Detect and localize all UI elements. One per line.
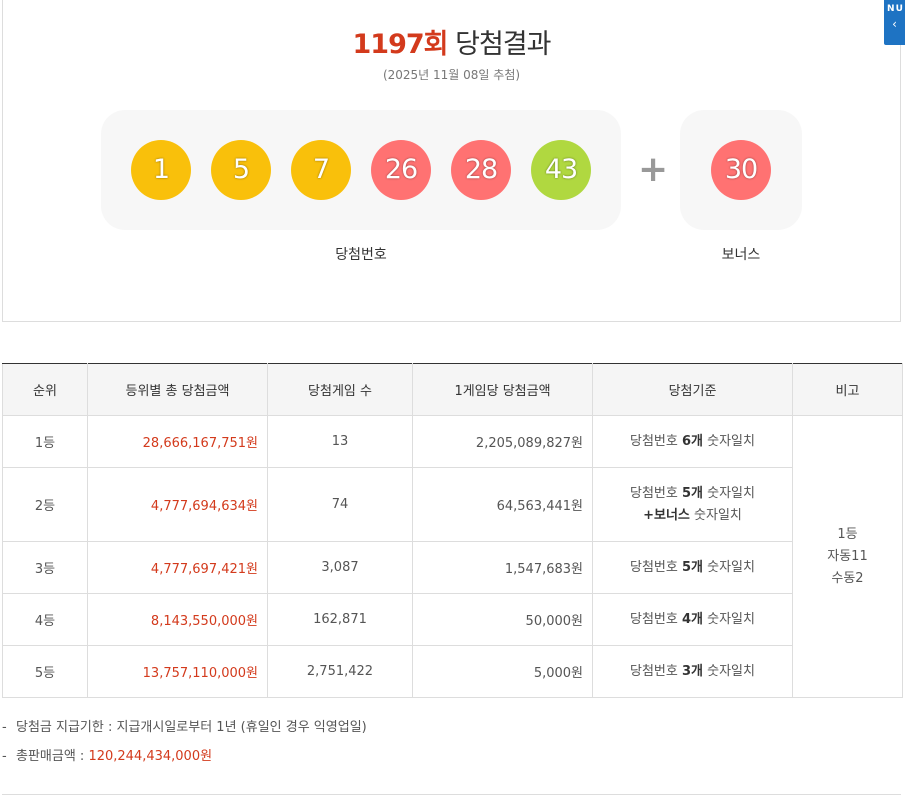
bonus-ball: 30 — [711, 140, 771, 200]
chevron-left-icon: ‹ — [892, 17, 897, 31]
criteria-count: 4개 — [681, 611, 703, 627]
criteria-text: 당첨번호 — [630, 611, 682, 627]
criteria-text: 숫자일치 — [703, 663, 755, 679]
col-header-remark: 비고 — [792, 363, 903, 416]
criteria-count: 5개 — [681, 485, 703, 501]
criteria-text: 숫자일치 — [703, 611, 755, 627]
winning-numbers-label: 당첨번호 — [335, 247, 387, 263]
criteria-count: 5개 — [681, 559, 703, 575]
games-cell: 162,871 — [267, 593, 413, 646]
criteria-text: 당첨번호 — [630, 485, 682, 501]
criteria-cell: 당첨번호 3개 숫자일치 — [592, 645, 793, 698]
draw-date: (2025년 11월 08일 추첨) — [382, 68, 521, 82]
number-ball-2: 5 — [211, 140, 271, 200]
criteria-count: 6개 — [681, 433, 703, 449]
divider — [2, 794, 901, 795]
col-header-per-game: 1게임당 당첨금액 — [412, 363, 593, 416]
bonus-label: 보너스 — [721, 247, 761, 263]
criteria-count: 3개 — [681, 663, 703, 679]
rank-cell: 2등 — [2, 467, 88, 542]
number-ball-3: 7 — [291, 140, 351, 200]
notes-section: - 당첨금 지급기한 : 지급개시일로부터 1년 (휴일인 경우 익영업일) -총… — [2, 718, 367, 776]
payout-deadline-text: 당첨금 지급기한 : 지급개시일로부터 1년 (휴일인 경우 익영업일) — [16, 720, 367, 735]
round-number: 1197회 — [352, 29, 449, 60]
total-prize-cell: 4,777,697,421원 — [87, 541, 268, 594]
games-cell: 3,087 — [267, 541, 413, 594]
per-game-prize-cell: 5,000원 — [412, 645, 593, 698]
criteria-cell: 당첨번호 4개 숫자일치 — [592, 593, 793, 646]
col-header-rank: 순위 — [2, 363, 88, 416]
total-prize-cell: 28,666,167,751원 — [87, 415, 268, 468]
total-prize-cell: 13,757,110,000원 — [87, 645, 268, 698]
total-sales-value: 120,244,434,000원 — [88, 749, 213, 764]
table-row: 5등 13,757,110,000원 2,751,422 5,000원 당첨번호… — [2, 645, 903, 698]
games-cell: 13 — [267, 415, 413, 468]
table-row: 2등 4,777,694,634원 74 64,563,441원 당첨번호 5개… — [2, 467, 903, 542]
total-prize-cell: 4,777,694,634원 — [87, 467, 268, 542]
table-row: 4등 8,143,550,000원 162,871 50,000원 당첨번호 4… — [2, 593, 903, 646]
table-header-row: 순위 등위별 총 당첨금액 당첨게임 수 1게임당 당첨금액 당첨기준 비고 — [2, 363, 903, 416]
criteria-text: 숫자일치 — [703, 433, 755, 449]
plus-icon: + — [638, 149, 669, 190]
total-sales-note: - 총판매금액 : 120,244,434,000원 — [2, 747, 367, 767]
criteria-text: 당첨번호 — [630, 663, 682, 679]
criteria-text: 당첨번호 — [630, 433, 682, 449]
remark-line: 자동11 — [827, 548, 868, 564]
number-ball-1: 1 — [131, 140, 191, 200]
per-game-prize-cell: 1,547,683원 — [412, 541, 593, 594]
table-row: 1등 28,666,167,751원 13 2,205,089,827원 당첨번… — [2, 415, 903, 698]
bullet-dash: - — [2, 720, 7, 735]
rank-cell: 5등 — [2, 645, 88, 698]
rank-cell: 3등 — [2, 541, 88, 594]
draw-result-panel: 1197회 당첨결과 (2025년 11월 08일 추첨) — [2, 0, 901, 322]
criteria-cell: 당첨번호 5개 숫자일치 +보너스 숫자일치 — [592, 467, 793, 542]
rank-cell: 4등 — [2, 593, 88, 646]
criteria-text: 숫자일치 — [703, 485, 755, 501]
criteria-cell: 당첨번호 5개 숫자일치 — [592, 541, 793, 594]
per-game-prize-cell: 64,563,441원 — [412, 467, 593, 542]
per-game-prize-cell: 2,205,089,827원 — [412, 415, 593, 468]
games-cell: 2,751,422 — [267, 645, 413, 698]
criteria-cell: 당첨번호 6개 숫자일치 — [592, 415, 793, 468]
page-title: 1197회 당첨결과 — [3, 22, 900, 61]
side-nav-button[interactable]: N U ‹ — [884, 0, 905, 45]
title-text: 당첨결과 — [455, 29, 551, 60]
criteria-text: 숫자일치 — [689, 507, 742, 523]
criteria-bonus: +보너스 — [643, 507, 690, 523]
remark-cell: 1등 자동11 수동2 — [792, 415, 903, 698]
col-header-criteria: 당첨기준 — [592, 363, 793, 416]
bullet-dash: - — [2, 749, 7, 764]
number-ball-5: 28 — [451, 140, 511, 200]
remark-line: 1등 — [837, 526, 858, 542]
rank-cell: 1등 — [2, 415, 88, 468]
per-game-prize-cell: 50,000원 — [412, 593, 593, 646]
total-sales-label: 총판매금액 : — [16, 749, 89, 764]
games-cell: 74 — [267, 467, 413, 542]
number-ball-6: 43 — [531, 140, 591, 200]
number-ball-4: 26 — [371, 140, 431, 200]
criteria-text: 당첨번호 — [630, 559, 682, 575]
total-prize-cell: 8,143,550,000원 — [87, 593, 268, 646]
side-nav-text: N U — [887, 4, 903, 14]
payout-deadline-note: - 당첨금 지급기한 : 지급개시일로부터 1년 (휴일인 경우 익영업일) — [2, 718, 367, 738]
table-row: 3등 4,777,697,421원 3,087 1,547,683원 당첨번호 … — [2, 541, 903, 594]
prize-table: 순위 등위별 총 당첨금액 당첨게임 수 1게임당 당첨금액 당첨기준 비고 1… — [2, 363, 903, 698]
remark-line: 수동2 — [831, 570, 864, 586]
col-header-games: 당첨게임 수 — [267, 363, 413, 416]
criteria-text: 숫자일치 — [703, 559, 755, 575]
col-header-total: 등위별 총 당첨금액 — [87, 363, 268, 416]
